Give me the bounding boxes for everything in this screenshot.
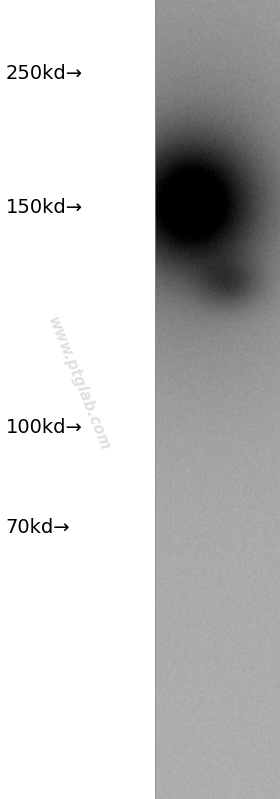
Text: www.ptglab.com: www.ptglab.com	[45, 314, 112, 453]
Text: 100kd→: 100kd→	[6, 418, 83, 437]
Text: 70kd→: 70kd→	[6, 518, 70, 537]
Text: 150kd→: 150kd→	[6, 198, 83, 217]
Bar	[0, 0, 155, 799]
Text: 250kd→: 250kd→	[6, 64, 83, 83]
